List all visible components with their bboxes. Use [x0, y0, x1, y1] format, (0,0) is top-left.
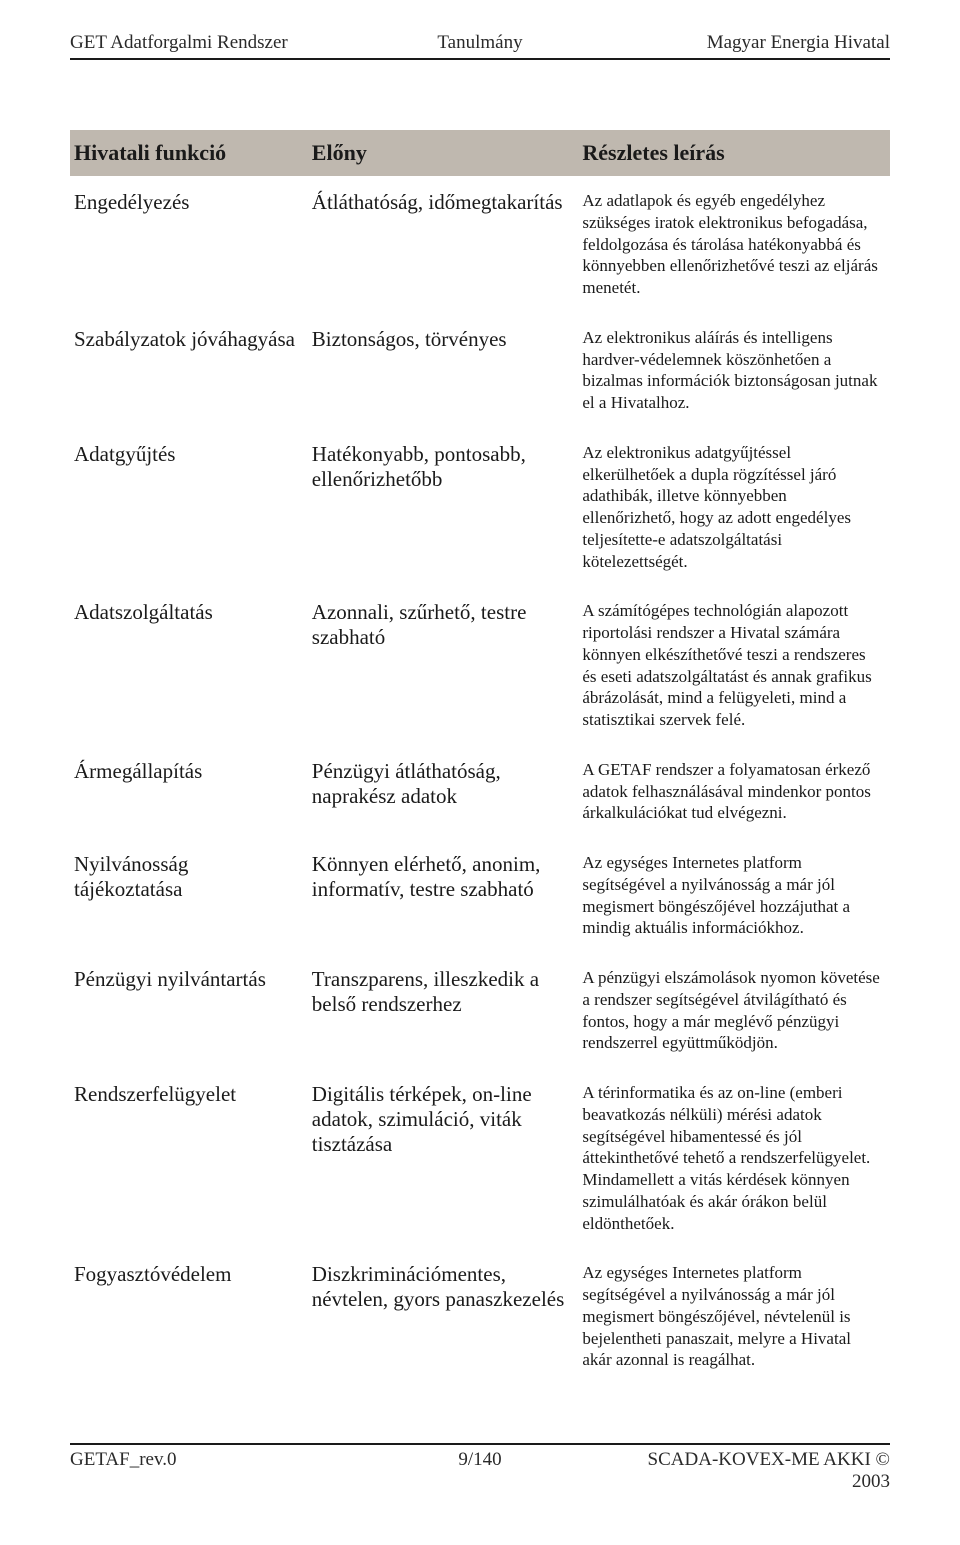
cell-funkcio: Nyilvánosság tájékoztatása — [70, 838, 308, 953]
table-row: Engedélyezés Átláthatóság, időmegtakarít… — [70, 176, 890, 313]
cell-elony: Azonnali, szűrhető, testre szabható — [308, 586, 579, 745]
cell-leiras: A GETAF rendszer a folyamatosan érkező a… — [578, 745, 890, 838]
cell-funkcio: Adatgyűjtés — [70, 428, 308, 587]
page-footer: GETAF_rev.0 9/140 SCADA-KOVEX-ME AKKI © … — [70, 1449, 890, 1493]
page-header: GET Adatforgalmi Rendszer Tanulmány Magy… — [70, 32, 890, 54]
footer-left: GETAF_rev.0 — [70, 1449, 343, 1493]
col-header-funkcio: Hivatali funkció — [70, 130, 308, 176]
header-right: Magyar Energia Hivatal — [617, 32, 890, 54]
cell-leiras: A pénzügyi elszámolások nyomon követése … — [578, 953, 890, 1068]
cell-elony: Hatékonyabb, pontosabb, ellenőrizhetőbb — [308, 428, 579, 587]
table-row: Adatgyűjtés Hatékonyabb, pontosabb, elle… — [70, 428, 890, 587]
table-row: Adatszolgáltatás Azonnali, szűrhető, tes… — [70, 586, 890, 745]
header-center: Tanulmány — [343, 32, 616, 54]
table-row: Szabályzatok jóváhagyása Biztonságos, tö… — [70, 313, 890, 428]
content-table-wrap: Hivatali funkció Előny Részletes leírás … — [70, 130, 890, 1385]
cell-funkcio: Fogyasztóvédelem — [70, 1248, 308, 1385]
content-table: Hivatali funkció Előny Részletes leírás … — [70, 130, 890, 1385]
header-left: GET Adatforgalmi Rendszer — [70, 32, 343, 54]
cell-leiras: Az elektronikus adatgyűjtéssel elkerülhe… — [578, 428, 890, 587]
footer-right: SCADA-KOVEX-ME AKKI © 2003 — [617, 1449, 890, 1493]
col-header-elony: Előny — [308, 130, 579, 176]
footer-center: 9/140 — [343, 1449, 616, 1493]
document-page: GET Adatforgalmi Rendszer Tanulmány Magy… — [0, 0, 960, 1533]
cell-funkcio: Rendszerfelügyelet — [70, 1068, 308, 1248]
table-header-row: Hivatali funkció Előny Részletes leírás — [70, 130, 890, 176]
cell-elony: Digitális térképek, on-line adatok, szim… — [308, 1068, 579, 1248]
cell-elony: Pénzügyi átláthatóság, naprakész adatok — [308, 745, 579, 838]
cell-funkcio: Pénzügyi nyilvántartás — [70, 953, 308, 1068]
header-rule — [70, 58, 890, 60]
table-row: Rendszerfelügyelet Digitális térképek, o… — [70, 1068, 890, 1248]
cell-elony: Diszkriminációmentes, névtelen, gyors pa… — [308, 1248, 579, 1385]
cell-funkcio: Szabályzatok jóváhagyása — [70, 313, 308, 428]
cell-leiras: A térinformatika és az on-line (emberi b… — [578, 1068, 890, 1248]
table-row: Nyilvánosság tájékoztatása Könnyen elérh… — [70, 838, 890, 953]
table-row: Pénzügyi nyilvántartás Transzparens, ill… — [70, 953, 890, 1068]
table-row: Fogyasztóvédelem Diszkriminációmentes, n… — [70, 1248, 890, 1385]
cell-funkcio: Ármegállapítás — [70, 745, 308, 838]
cell-leiras: A számítógépes technológián alapozott ri… — [578, 586, 890, 745]
cell-funkcio: Adatszolgáltatás — [70, 586, 308, 745]
cell-elony: Transzparens, illeszkedik a belső rendsz… — [308, 953, 579, 1068]
cell-elony: Átláthatóság, időmegtakarítás — [308, 176, 579, 313]
cell-leiras: Az egységes Internetes platform segítség… — [578, 838, 890, 953]
cell-elony: Könnyen elérhető, anonim, informatív, te… — [308, 838, 579, 953]
cell-leiras: Az elektronikus aláírás és intelligens h… — [578, 313, 890, 428]
footer-rule — [70, 1443, 890, 1445]
cell-elony: Biztonságos, törvényes — [308, 313, 579, 428]
col-header-leiras: Részletes leírás — [578, 130, 890, 176]
table-row: Ármegállapítás Pénzügyi átláthatóság, na… — [70, 745, 890, 838]
cell-leiras: Az adatlapok és egyéb engedélyhez szüksé… — [578, 176, 890, 313]
cell-funkcio: Engedélyezés — [70, 176, 308, 313]
cell-leiras: Az egységes Internetes platform segítség… — [578, 1248, 890, 1385]
